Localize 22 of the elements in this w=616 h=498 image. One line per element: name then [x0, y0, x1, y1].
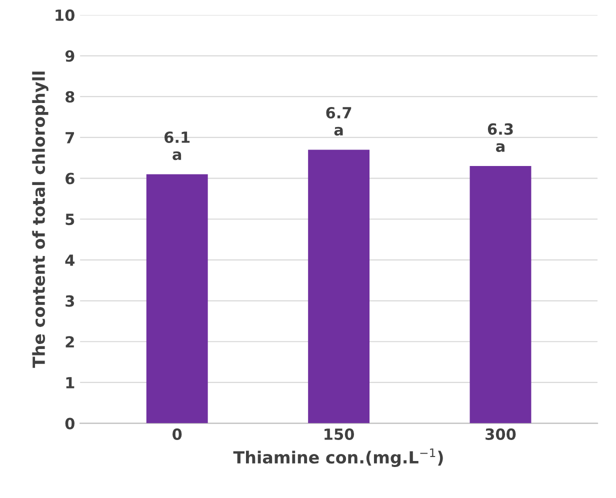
- y-tick-label: 8: [66, 91, 74, 103]
- x-axis-title: Thiamine con.(mg.L$^{−1}$): [233, 448, 443, 467]
- y-tick-label: 7: [66, 132, 74, 144]
- bar: [470, 166, 532, 424]
- y-tick-label: 10: [56, 9, 74, 21]
- y-tick-label: 9: [65, 50, 74, 62]
- bar: [146, 174, 208, 424]
- y-tick-label: 1: [66, 377, 74, 388]
- y-tick-label: 3: [66, 295, 74, 307]
- y-tick-label: 2: [66, 336, 74, 348]
- x-tick-label: 0: [172, 428, 182, 440]
- y-axis-title: The content of total chlorophyll: [32, 72, 48, 368]
- bar: [308, 150, 370, 424]
- y-tick-label: 0: [65, 418, 74, 430]
- data-label: 6.7 a: [326, 106, 352, 136]
- data-label: 6.1 a: [164, 131, 190, 160]
- y-tick-label: 4: [65, 254, 75, 266]
- x-tick-label: 150: [324, 428, 354, 440]
- y-tick-label: 5: [66, 214, 74, 226]
- y-tick-label: 6: [66, 172, 74, 184]
- data-label: 6.3 a: [488, 123, 513, 152]
- x-tick-label: 300: [486, 428, 516, 440]
